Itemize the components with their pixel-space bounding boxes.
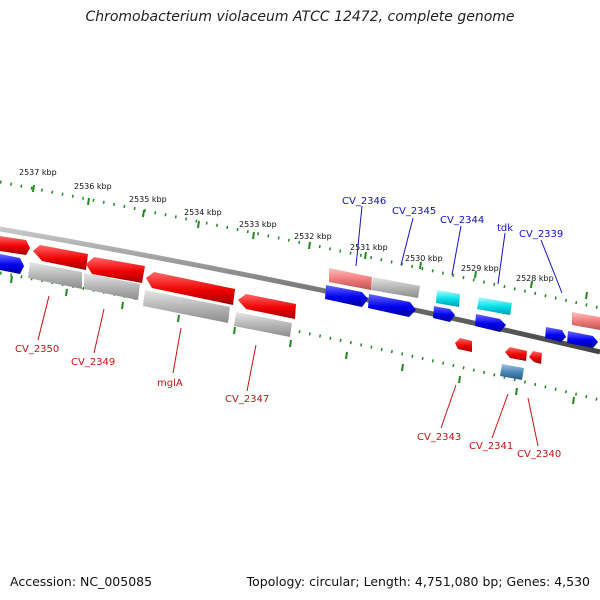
top-label-leaders xyxy=(355,205,563,294)
gene-arrow[interactable] xyxy=(146,272,235,305)
gene-label[interactable]: CV_2346 xyxy=(342,196,386,207)
accession-text: Accession: NC_005085 xyxy=(10,574,153,589)
gene-arrow[interactable] xyxy=(0,254,24,274)
bottom-label-leaders xyxy=(37,295,539,447)
pseudogene-block[interactable] xyxy=(143,290,230,323)
rna-block[interactable] xyxy=(477,297,512,315)
ruler-tick-label: 2530 kbp xyxy=(405,254,443,263)
ruler-tick-label: 2536 kbp xyxy=(74,182,112,191)
gene-label[interactable]: mglA xyxy=(157,378,183,389)
pseudogene-block[interactable] xyxy=(234,312,292,337)
ruler-tick-label: 2534 kbp xyxy=(184,208,222,217)
pseudogene-block[interactable] xyxy=(371,277,420,298)
genome-summary-text: Topology: circular; Length: 4,751,080 bp… xyxy=(246,574,590,589)
gene-arrow[interactable] xyxy=(567,331,598,348)
gene-arrow[interactable] xyxy=(545,327,566,342)
ruler-tick-label: 2537 kbp xyxy=(19,168,57,177)
reverse-cds-track xyxy=(0,236,542,364)
pseudogene-block[interactable] xyxy=(84,273,140,300)
gene-arrow[interactable] xyxy=(455,338,472,352)
gene-arrow[interactable] xyxy=(505,347,527,361)
ruler-tick-labels: 2537 kbp 2536 kbp 2535 kbp 2534 kbp 2533… xyxy=(19,168,554,283)
gene-label[interactable]: CV_2344 xyxy=(440,215,484,226)
ruler-tick-label: 2531 kbp xyxy=(350,243,388,252)
gene-arrow[interactable] xyxy=(86,257,145,283)
gene-arrow[interactable] xyxy=(433,306,455,322)
pseudogene-block[interactable] xyxy=(28,262,82,289)
gene-arrow[interactable] xyxy=(529,351,542,364)
gene-arrow[interactable] xyxy=(238,294,296,319)
gene-arrow[interactable] xyxy=(33,245,88,270)
gene-block-pink[interactable] xyxy=(329,268,372,290)
gene-block-steel[interactable] xyxy=(500,364,524,380)
bottom-labels: CV_2350 CV_2349 mglA CV_2347 CV_2343 CV_… xyxy=(15,344,561,460)
gene-label[interactable]: CV_2347 xyxy=(225,394,269,405)
ruler-tick-label: 2532 kbp xyxy=(294,232,332,241)
ruler-tick-label: 2535 kbp xyxy=(129,195,167,204)
genome-axis xyxy=(0,226,600,355)
ruler-tick-label: 2528 kbp xyxy=(516,274,554,283)
ruler-major-ticks-upper xyxy=(32,184,588,300)
gene-arrow[interactable] xyxy=(475,314,506,332)
gene-block-pink[interactable] xyxy=(572,312,600,330)
gene-label[interactable]: CV_2349 xyxy=(71,357,115,368)
rna-block[interactable] xyxy=(436,290,460,307)
gene-label[interactable]: tdk xyxy=(497,223,513,234)
forward-cds-track xyxy=(0,254,598,348)
gene-label[interactable]: CV_2340 xyxy=(517,449,561,460)
ruler-major-ticks-lower xyxy=(10,275,575,405)
gene-arrow[interactable] xyxy=(0,236,30,255)
gene-label[interactable]: CV_2343 xyxy=(417,432,461,443)
gene-arrow[interactable] xyxy=(368,294,416,317)
top-labels: CV_2346 CV_2345 CV_2344 tdk CV_2339 xyxy=(342,196,563,240)
gene-label[interactable]: CV_2350 xyxy=(15,344,59,355)
ruler-dots-lower xyxy=(0,271,600,402)
pseudo-track xyxy=(28,262,600,337)
rna-track xyxy=(436,290,524,380)
gene-label[interactable]: CV_2341 xyxy=(469,441,513,452)
gene-arrow[interactable] xyxy=(325,285,368,307)
genome-title: Chromobacterium violaceum ATCC 12472, co… xyxy=(85,9,515,25)
ruler-tick-label: 2529 kbp xyxy=(461,264,499,273)
ruler-tick-label: 2533 kbp xyxy=(239,220,277,229)
gene-label[interactable]: CV_2345 xyxy=(392,206,436,217)
gene-label[interactable]: CV_2339 xyxy=(519,229,563,240)
